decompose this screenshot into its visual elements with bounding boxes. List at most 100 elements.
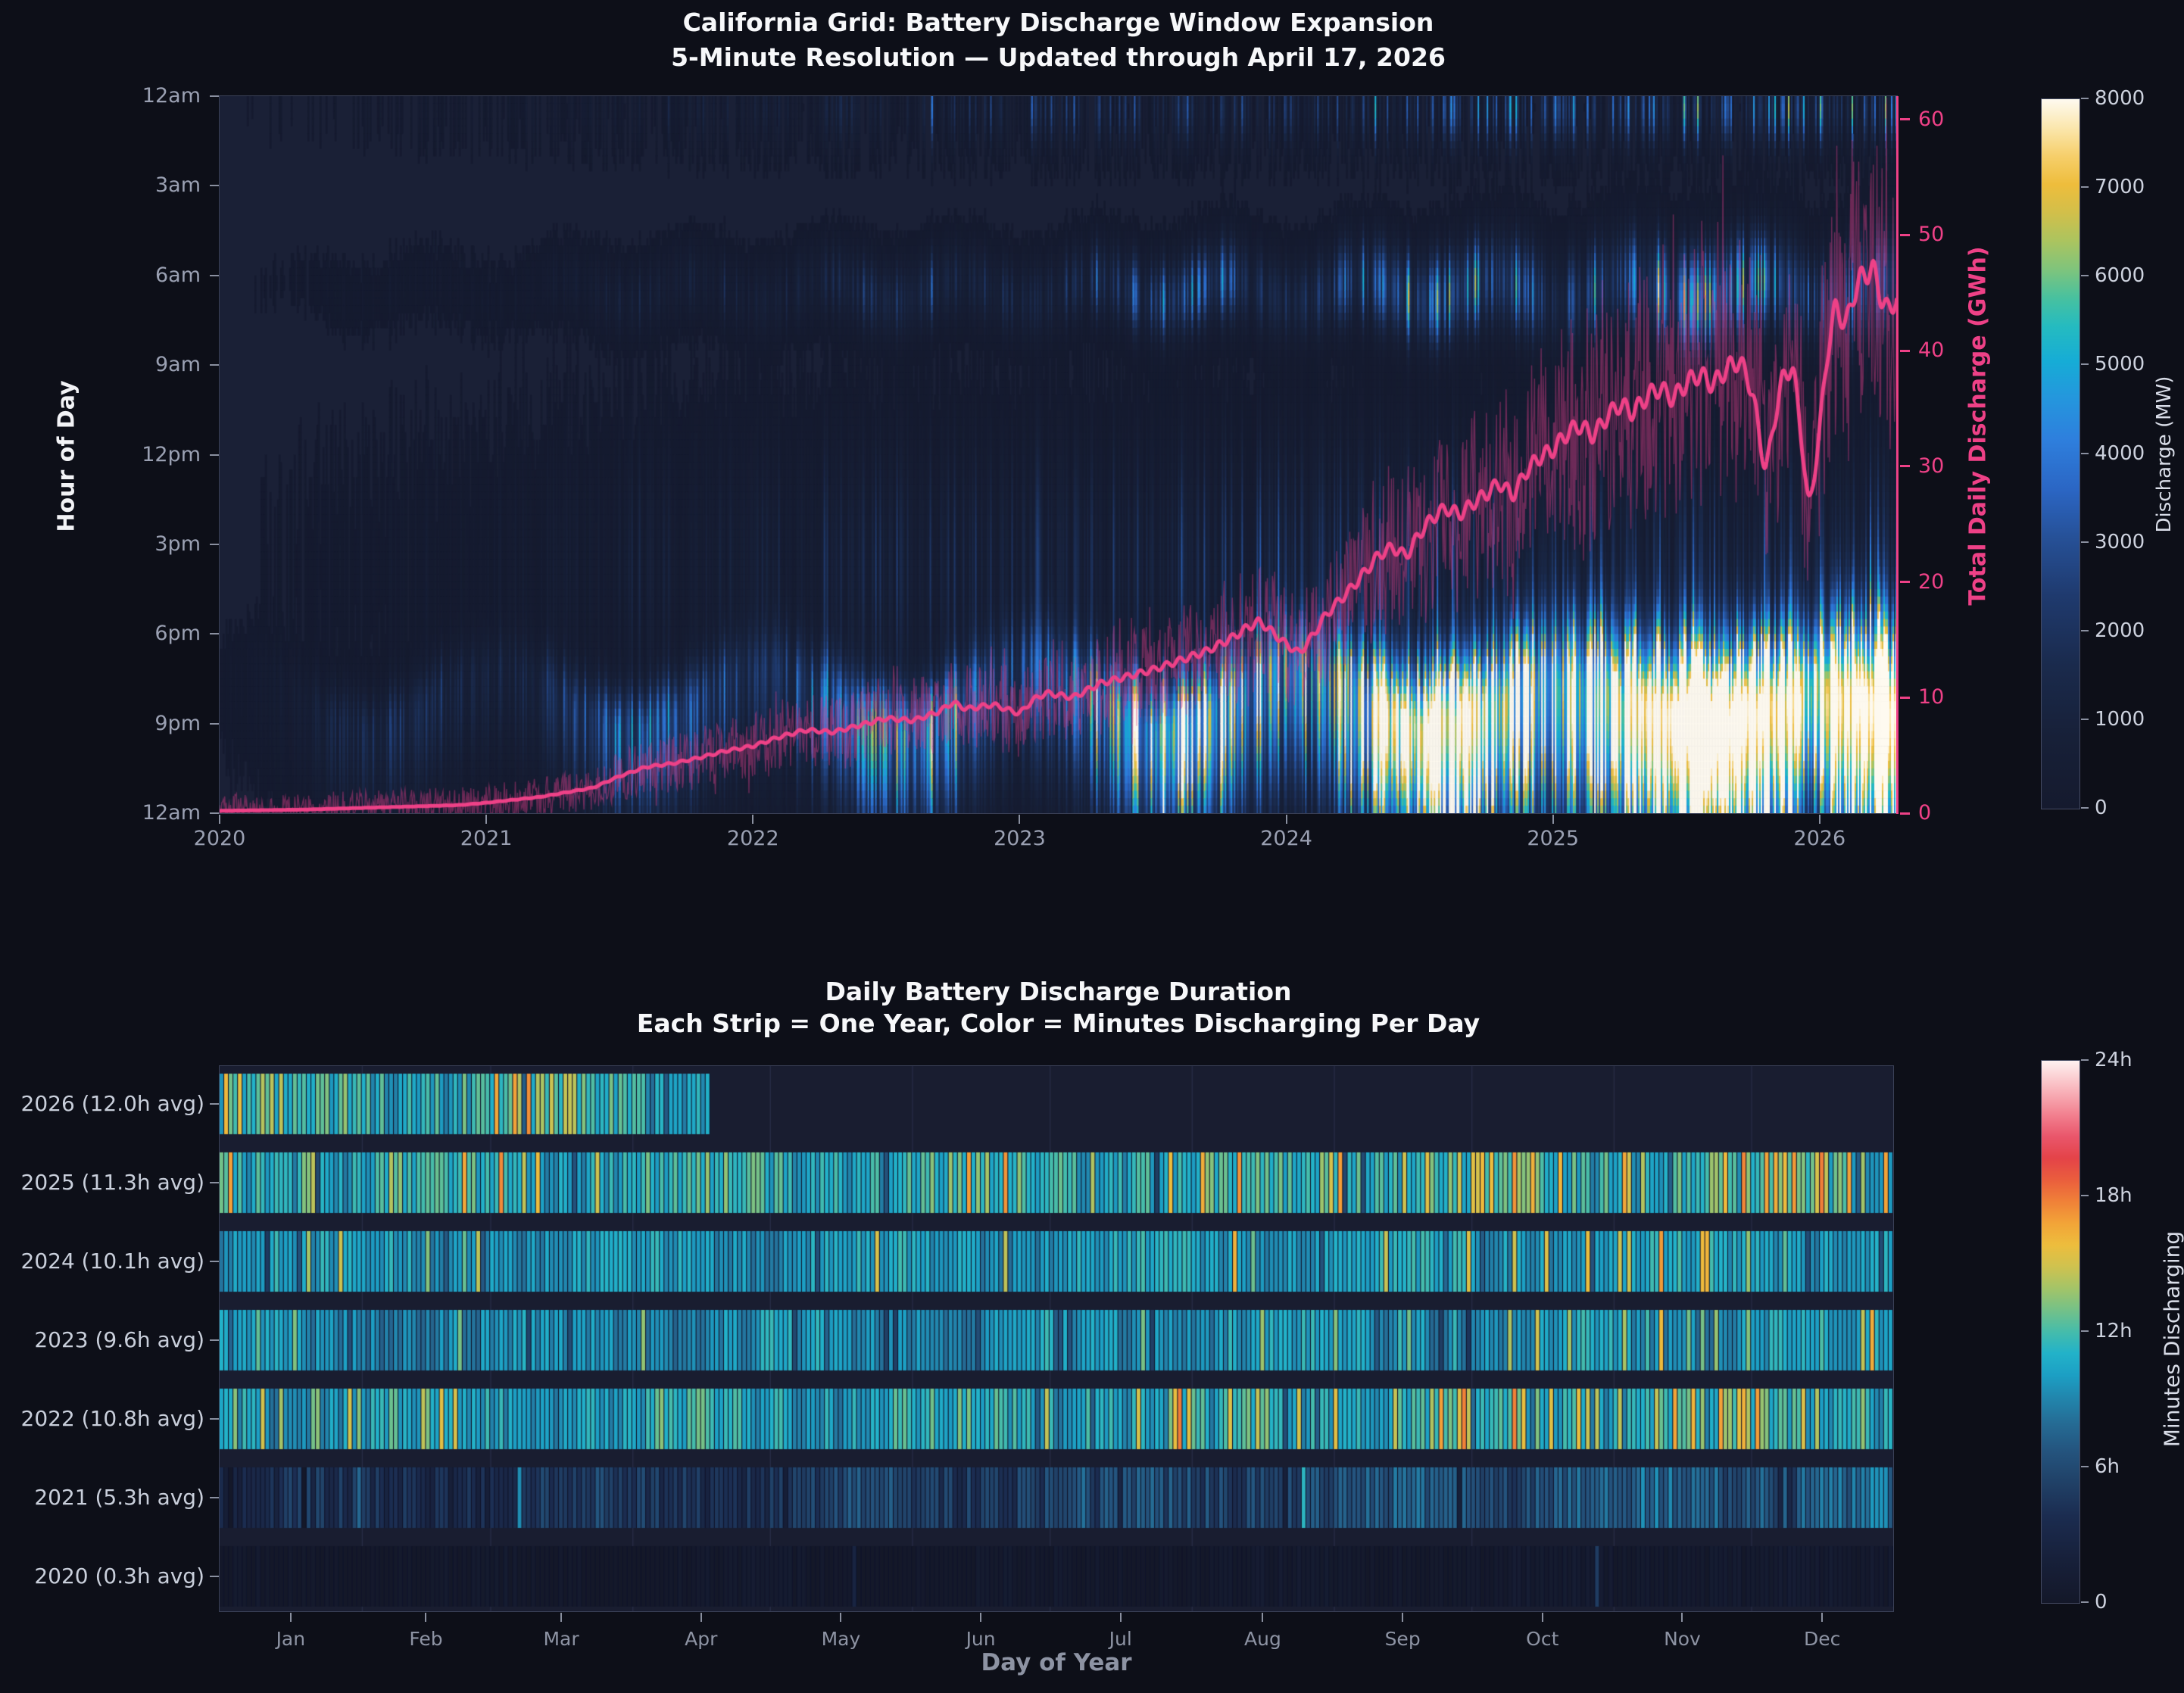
discharge-cb-tick-label: 6000	[2095, 264, 2145, 288]
hour-tick-mark	[210, 274, 219, 276]
top-chart-title: California Grid: Battery Discharge Windo…	[682, 8, 1434, 37]
year-tick-label: 2022	[726, 827, 779, 850]
month-tick-mark	[700, 1613, 702, 1622]
discharge-cb-tick-mark	[2081, 186, 2089, 189]
gwh-tick-label: 60	[1918, 107, 1945, 131]
gwh-tick-mark	[1900, 349, 1910, 352]
strip-year-label: 2026 (12.0h avg)	[20, 1091, 205, 1116]
hour-tick-label: 9pm	[154, 711, 201, 735]
hour-tick-label: 9am	[154, 353, 201, 377]
month-tick-mark	[1681, 1613, 1683, 1622]
minutes-cb-tick-mark	[2081, 1330, 2089, 1332]
discharge-cb-tick-label: 2000	[2095, 619, 2145, 642]
month-tick-label: Apr	[685, 1628, 718, 1650]
month-tick-mark	[1119, 1613, 1122, 1622]
pink-right-spine	[1896, 96, 1899, 814]
hour-tick-label: 6pm	[154, 622, 201, 646]
minutes-cb-tick-label: 24h	[2095, 1049, 2133, 1071]
hour-tick-label: 12am	[142, 84, 201, 108]
gwh-tick-label: 0	[1918, 801, 1932, 825]
strip-year-label: 2022 (10.8h avg)	[20, 1406, 205, 1431]
discharge-cb-tick-label: 3000	[2095, 530, 2145, 553]
hour-tick-label: 3am	[154, 173, 201, 198]
minutes-cb-tick-label: 0	[2095, 1591, 2108, 1613]
year-tick-mark	[1552, 815, 1554, 824]
gwh-tick-mark	[1900, 118, 1910, 121]
discharge-cb-tick-mark	[2081, 98, 2089, 99]
month-tick-label: Jun	[966, 1628, 996, 1650]
year-tick-mark	[1818, 815, 1821, 824]
strip-tick-mark	[210, 1261, 219, 1262]
month-tick-label: Nov	[1664, 1628, 1701, 1650]
year-tick-mark	[752, 815, 754, 824]
gwh-tick-label: 30	[1918, 454, 1945, 478]
discharge-cb-tick-label: 8000	[2095, 87, 2145, 110]
month-tick-mark	[840, 1613, 842, 1622]
hour-tick-mark	[210, 364, 219, 366]
month-tick-label: May	[821, 1628, 861, 1650]
hour-tick-mark	[210, 633, 219, 635]
year-tick-label: 2024	[1260, 827, 1312, 850]
month-tick-label: Aug	[1244, 1628, 1281, 1650]
discharge-cb-tick-mark	[2081, 363, 2089, 366]
discharge-cb-tick-mark	[2081, 718, 2089, 720]
month-tick-label: Sep	[1384, 1628, 1421, 1650]
hour-tick-mark	[210, 454, 219, 456]
month-tick-mark	[980, 1613, 982, 1622]
strip-tick-mark	[210, 1576, 219, 1577]
discharge-colorbar	[2041, 98, 2080, 809]
gwh-tick-mark	[1900, 696, 1910, 699]
hour-tick-label: 12pm	[142, 442, 201, 466]
year-tick-label: 2023	[994, 827, 1046, 850]
minutes-cb-tick-mark	[2081, 1601, 2089, 1603]
strip-year-label: 2023 (9.6h avg)	[34, 1327, 204, 1352]
month-tick-label: Jul	[1109, 1628, 1132, 1650]
discharge-cb-tick-label: 1000	[2095, 707, 2145, 731]
gwh-tick-mark	[1900, 465, 1910, 468]
discharge-cb-tick-mark	[2081, 807, 2089, 809]
year-tick-label: 2020	[193, 827, 246, 850]
strip-tick-mark	[210, 1339, 219, 1341]
discharge-colorbar-label: Discharge (MW)	[2153, 376, 2176, 533]
minutes-cb-tick-mark	[2081, 1059, 2089, 1061]
month-tick-label: Dec	[1803, 1628, 1841, 1650]
discharge-cb-tick-mark	[2081, 275, 2089, 277]
gwh-tick-label: 40	[1918, 338, 1945, 363]
discharge-cb-tick-label: 5000	[2095, 353, 2145, 376]
month-tick-label: Feb	[409, 1628, 443, 1650]
month-tick-mark	[1821, 1613, 1824, 1622]
total-daily-discharge-axis-label: Total Daily Discharge (GWh)	[1964, 246, 1992, 606]
strip-tick-mark	[210, 1418, 219, 1420]
discharge-cb-tick-mark	[2081, 541, 2089, 543]
gwh-tick-label: 10	[1918, 685, 1945, 709]
bottom-chart-subtitle: Each Strip = One Year, Color = Minutes D…	[636, 1009, 1480, 1038]
year-tick-label: 2025	[1527, 827, 1580, 850]
year-tick-mark	[1019, 815, 1021, 824]
strip-year-label: 2020 (0.3h avg)	[34, 1564, 204, 1589]
minutes-cb-tick-label: 18h	[2095, 1184, 2133, 1207]
discharge-line-overlay-canvas	[220, 96, 1897, 813]
hour-tick-label: 6am	[154, 263, 201, 287]
month-tick-mark	[1541, 1613, 1543, 1622]
hour-tick-label: 12am	[142, 801, 201, 825]
gwh-tick-mark	[1900, 812, 1910, 815]
gwh-tick-label: 50	[1918, 223, 1945, 247]
strip-tick-mark	[210, 1103, 219, 1105]
hour-tick-mark	[210, 722, 219, 725]
minutes-colorbar	[2041, 1060, 2080, 1604]
discharge-cb-tick-label: 4000	[2095, 441, 2145, 465]
hour-tick-mark	[210, 185, 219, 187]
discharge-cb-tick-label: 7000	[2095, 176, 2145, 199]
strip-year-label: 2025 (11.3h avg)	[20, 1170, 205, 1195]
strip-tick-mark	[210, 1497, 219, 1498]
gwh-tick-mark	[1900, 233, 1910, 236]
discharge-cb-tick-label: 0	[2095, 797, 2108, 819]
year-tick-mark	[485, 815, 488, 824]
minutes-cb-tick-label: 6h	[2095, 1455, 2120, 1478]
hour-of-day-axis-label: Hour of Day	[53, 380, 80, 532]
minutes-cb-tick-mark	[2081, 1195, 2089, 1196]
minutes-cb-tick-mark	[2081, 1466, 2089, 1467]
strip-year-label: 2021 (5.3h avg)	[34, 1485, 204, 1510]
discharge-cb-tick-mark	[2081, 452, 2089, 454]
